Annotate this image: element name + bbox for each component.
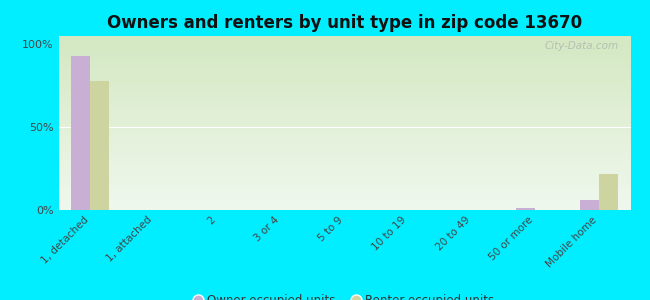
Bar — [90, 81, 109, 210]
Legend: Owner occupied units, Renter occupied units: Owner occupied units, Renter occupied un… — [190, 290, 499, 300]
Bar — [72, 56, 90, 210]
Bar — [580, 200, 599, 210]
Bar — [599, 173, 617, 210]
Bar — [516, 208, 535, 210]
Text: City-Data.com: City-Data.com — [545, 41, 619, 51]
Title: Owners and renters by unit type in zip code 13670: Owners and renters by unit type in zip c… — [107, 14, 582, 32]
